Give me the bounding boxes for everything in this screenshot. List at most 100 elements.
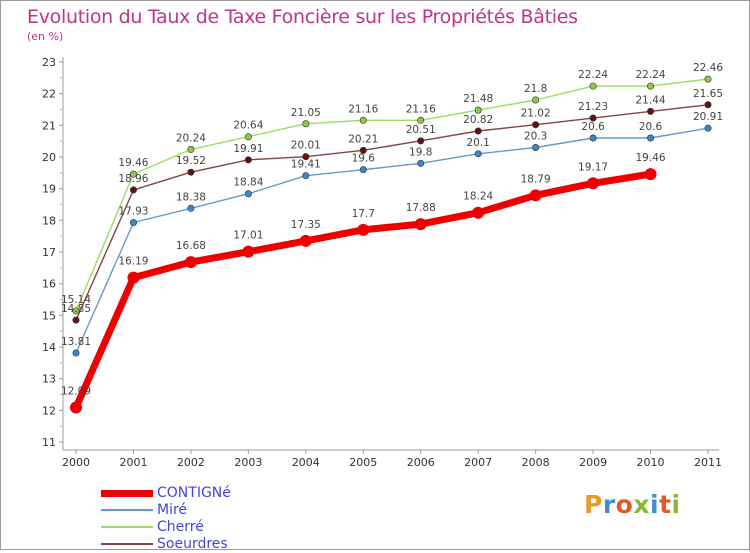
data-point-cherre <box>72 307 80 315</box>
data-point-cherre <box>129 170 137 178</box>
data-point-contigne <box>184 256 197 269</box>
data-label-soeurdres: 20.01 <box>291 140 321 152</box>
logo-letter: t <box>659 490 672 519</box>
data-label-soeurdres: 20.51 <box>406 124 436 136</box>
y-tick-label: 23 <box>42 56 56 69</box>
data-label-mire: 17.93 <box>118 206 148 218</box>
data-point-mire <box>474 150 482 158</box>
logo-letter: x <box>633 490 650 519</box>
y-tick-label: 16 <box>42 278 56 291</box>
data-point-soeurdres <box>187 168 195 176</box>
data-point-soeurdres <box>72 316 80 324</box>
data-point-mire <box>589 134 597 142</box>
data-label-cherre: 21.48 <box>463 93 493 105</box>
data-label-mire: 18.84 <box>233 177 263 189</box>
data-label-cherre: 21.8 <box>524 83 547 95</box>
y-tick-label: 11 <box>42 436 56 449</box>
data-label-soeurdres: 21.23 <box>578 101 608 113</box>
data-point-contigne <box>587 177 600 190</box>
data-label-contigne: 17.35 <box>291 219 321 231</box>
data-point-cherre <box>474 106 482 114</box>
data-point-cherre <box>532 96 540 104</box>
data-label-mire: 18.38 <box>176 191 206 203</box>
y-tick-label: 21 <box>42 119 56 132</box>
data-point-contigne <box>242 245 255 258</box>
data-point-contigne <box>299 234 312 247</box>
data-point-mire <box>302 172 310 180</box>
unit-label: (en %) <box>27 30 64 43</box>
series-line-mire <box>75 127 709 354</box>
data-label-soeurdres: 19.91 <box>233 143 263 155</box>
y-tick-label: 17 <box>42 246 56 259</box>
data-point-contigne <box>414 218 427 231</box>
legend-swatch-cherre <box>101 526 153 528</box>
x-tick-label: 2004 <box>292 456 320 469</box>
data-label-contigne: 16.68 <box>176 240 206 252</box>
series-line-soeurdres <box>75 104 709 321</box>
x-tick-label: 2007 <box>464 456 492 469</box>
data-label-mire: 19.6 <box>352 153 376 165</box>
y-tick-label: 18 <box>42 214 56 227</box>
data-point-contigne <box>472 206 485 219</box>
y-tick-label: 13 <box>42 373 56 386</box>
y-tick-label: 20 <box>42 151 56 164</box>
data-point-contigne <box>357 223 370 236</box>
data-label-soeurdres: 21.44 <box>636 94 666 106</box>
data-label-mire: 20.6 <box>639 121 663 133</box>
data-label-contigne: 18.79 <box>521 173 551 185</box>
data-point-mire <box>187 204 195 212</box>
x-tick-label: 2006 <box>407 456 435 469</box>
data-point-soeurdres <box>244 156 252 164</box>
data-point-mire <box>244 190 252 198</box>
data-label-soeurdres: 21.65 <box>693 88 723 100</box>
data-label-contigne: 17.88 <box>406 202 436 214</box>
data-label-soeurdres: 20.21 <box>348 133 378 145</box>
data-label-cherre: 20.64 <box>233 120 263 132</box>
data-label-cherre: 21.05 <box>291 107 321 119</box>
data-point-contigne <box>70 401 82 414</box>
logo-letter: i <box>671 490 681 519</box>
x-tick-label: 2002 <box>177 456 205 469</box>
data-point-soeurdres <box>359 146 367 154</box>
data-point-contigne <box>127 271 140 284</box>
legend-label-cherre: Cherré <box>157 519 204 535</box>
legend-label-mire: Miré <box>157 502 188 518</box>
data-label-contigne: 19.17 <box>578 161 608 173</box>
data-label-cherre: 22.24 <box>578 69 608 81</box>
data-point-soeurdres <box>474 127 482 135</box>
data-label-soeurdres: 14.85 <box>61 303 91 315</box>
data-label-cherre: 22.46 <box>693 62 723 74</box>
data-label-cherre: 20.24 <box>176 132 206 144</box>
data-point-mire <box>129 219 137 227</box>
x-tick-label: 2009 <box>579 456 607 469</box>
legend-swatch-mire <box>101 509 153 511</box>
data-point-cherre <box>187 145 195 153</box>
x-tick-label: 2010 <box>637 456 665 469</box>
data-point-cherre <box>417 116 425 124</box>
series-line-cherre <box>75 78 709 312</box>
data-point-soeurdres <box>704 101 712 109</box>
data-point-mire <box>359 166 367 174</box>
legend-swatch-soeurdres <box>101 543 153 545</box>
data-label-mire: 19.8 <box>409 146 432 158</box>
logo-letter: i <box>650 490 660 519</box>
data-label-mire: 20.1 <box>466 137 489 149</box>
data-label-contigne: 19.46 <box>636 152 666 164</box>
data-label-contigne: 17.01 <box>233 230 263 242</box>
y-tick-label: 22 <box>42 88 56 101</box>
data-point-soeurdres <box>532 121 540 129</box>
data-point-contigne <box>644 168 657 181</box>
data-label-cherre: 19.46 <box>118 157 148 169</box>
legend-label-contigne: CONTIGNé <box>157 485 231 501</box>
x-tick-label: 2003 <box>234 456 262 469</box>
data-point-mire <box>417 159 425 167</box>
data-label-mire: 20.3 <box>524 131 547 143</box>
y-tick-label: 19 <box>42 183 56 196</box>
x-tick-label: 2008 <box>522 456 550 469</box>
data-point-mire <box>704 124 712 132</box>
data-label-mire: 20.6 <box>581 121 605 133</box>
y-tick-label: 14 <box>42 341 56 354</box>
data-point-cherre <box>589 82 597 90</box>
data-point-cherre <box>302 120 310 128</box>
